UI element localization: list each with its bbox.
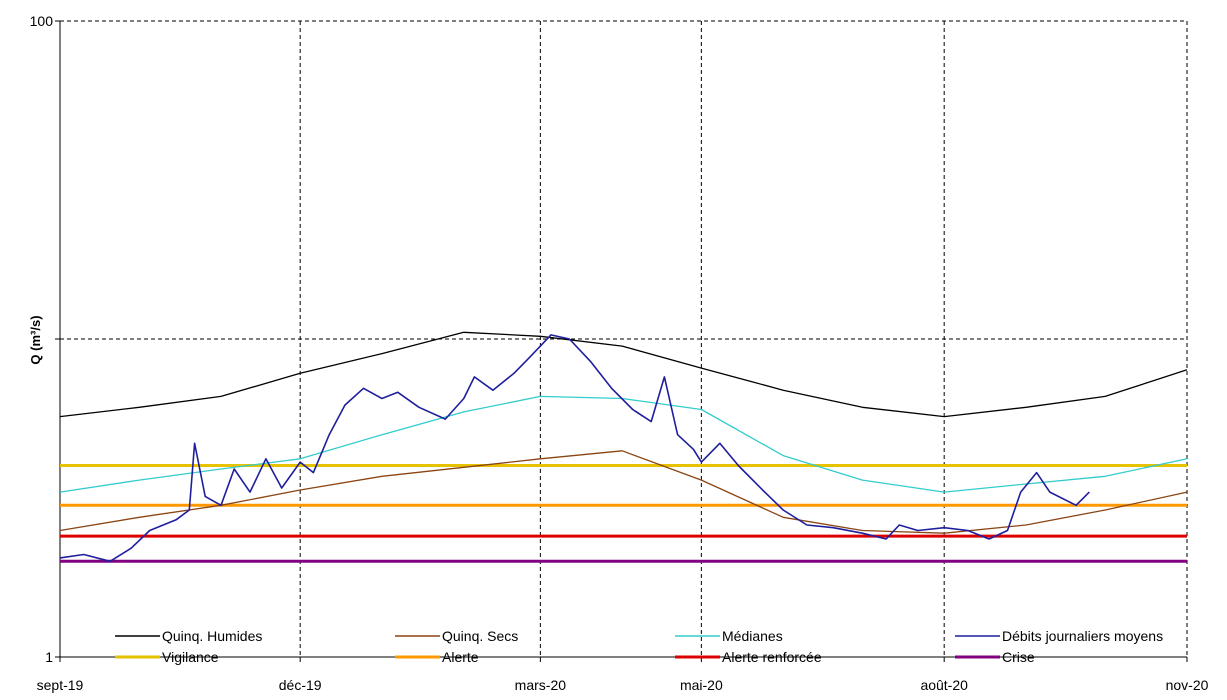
series-line-m-dianes [59,395,1188,493]
series-line-d-bits-journaliers-moyens [59,334,1090,563]
legend-label: Quinq. Secs [442,628,518,644]
series-line-quinq-secs [59,450,1188,534]
x-tick-label: sept-19 [37,677,84,693]
x-tick-label: mai-20 [680,677,723,693]
legend-label: Débits journaliers moyens [1002,628,1163,644]
y-axis-title: Q (m³/s) [28,315,43,364]
legend-layer: Quinq. Humides Quinq. Secs Médianes Débits … [115,628,1163,665]
legend-label: Alerte [442,649,479,665]
axis-layer: 1 100 sept-19 déc-19 mars-20 mai-20 août-20 nov… [30,13,1209,693]
y-tick-label: 100 [30,13,54,29]
series-layer [59,331,1188,563]
grid-layer [60,20,1188,657]
legend-label: Vigilance [162,649,219,665]
x-tick-label: déc-19 [279,677,322,693]
x-tick-label: mars-20 [515,677,567,693]
legend-label: Médianes [722,628,783,644]
series-line-quinq-humides [59,331,1188,418]
y-tick-label: 1 [45,649,53,665]
x-tick-label: nov-20 [1166,677,1209,693]
legend-label: Alerte renforcée [722,649,822,665]
legend-label: Quinq. Humides [162,628,262,644]
threshold-layer [60,464,1187,563]
x-tick-label: août-20 [920,677,968,693]
legend-label: Crise [1002,649,1035,665]
